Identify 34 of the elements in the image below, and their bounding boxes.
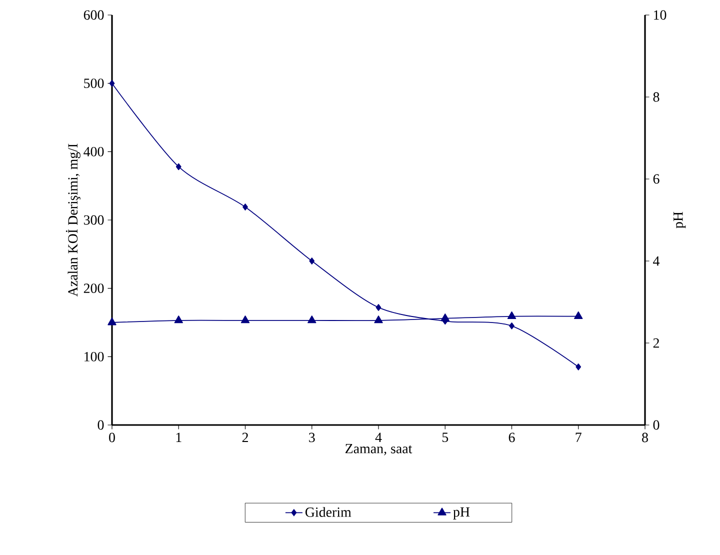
y2-tick-label: 2	[653, 338, 659, 348]
y2-tick-label: 0	[653, 420, 660, 430]
x-axis-title: Zaman, saat	[345, 444, 412, 456]
point	[176, 163, 182, 170]
y-tick-label: 100	[84, 352, 104, 362]
y-tick-label: 200	[84, 284, 104, 294]
y2-tick-label: 4	[653, 256, 660, 266]
point	[242, 204, 248, 210]
legend-label: pH	[453, 507, 470, 520]
y-axis-title: Azalan KOİ Derişimi, mg/I	[66, 144, 80, 297]
x-tick-label: 7	[576, 432, 582, 442]
x-tick-label: 4	[375, 432, 382, 442]
legend-label: Giderim	[305, 507, 352, 517]
point	[376, 304, 382, 311]
x-tick-label: 0	[109, 432, 115, 442]
point	[509, 322, 514, 330]
y-tick-label: 600	[84, 10, 104, 20]
point	[576, 363, 582, 370]
y2-tick-label: 6	[653, 174, 660, 184]
y2-tick-label: 8	[653, 92, 660, 102]
x-tick-label: 2	[242, 432, 248, 442]
y-tick-label: 400	[84, 146, 104, 156]
point	[109, 80, 115, 87]
x-tick-label: 1	[176, 432, 182, 442]
y2-tick-label: 10	[654, 10, 666, 20]
x-tick-label: 5	[442, 432, 448, 442]
y-tick-label: 0	[98, 420, 104, 430]
y-tick-label: 500	[84, 78, 104, 88]
point	[309, 258, 315, 264]
x-tick-label: 8	[642, 432, 648, 442]
y2-axis-title: pH	[674, 212, 686, 228]
x-tick-label: 6	[508, 432, 515, 442]
y-tick-label: 300	[84, 215, 104, 225]
x-tick-label: 3	[309, 432, 315, 442]
